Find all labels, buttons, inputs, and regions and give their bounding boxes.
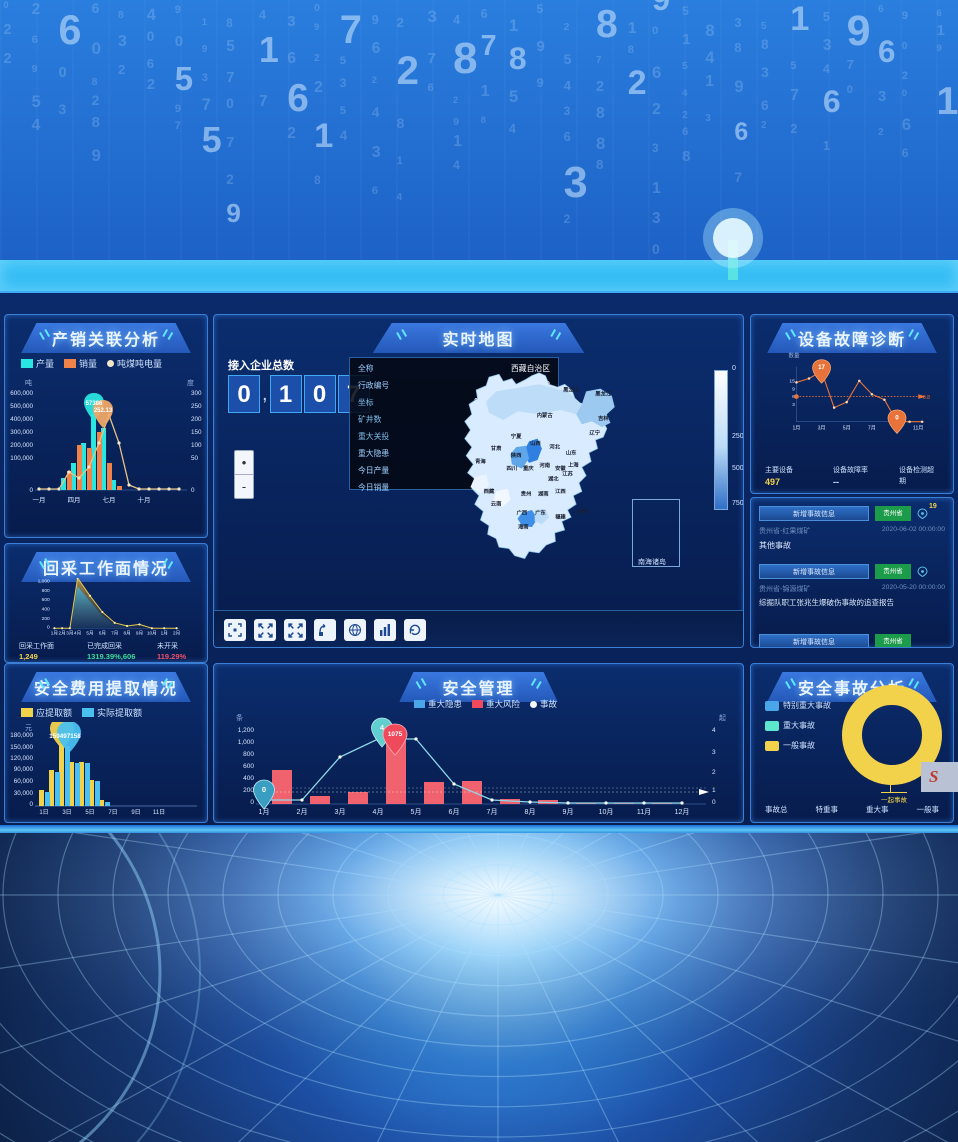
svg-text:十月: 十月 — [138, 495, 151, 504]
svg-text:0: 0 — [895, 414, 899, 421]
svg-text:一月: 一月 — [33, 496, 46, 504]
svg-text:2月: 2月 — [173, 630, 180, 636]
svg-text:4月: 4月 — [373, 808, 384, 816]
svg-text:90,000: 90,000 — [14, 766, 34, 773]
svg-text:3日: 3日 — [62, 809, 71, 816]
svg-text:度: 度 — [187, 378, 194, 387]
svg-text:11日: 11日 — [153, 809, 165, 816]
svg-text:9: 9 — [792, 386, 795, 392]
svg-text:60,000: 60,000 — [14, 778, 34, 785]
svg-text:0: 0 — [191, 487, 195, 494]
svg-text:起: 起 — [719, 714, 726, 722]
svg-text:3月: 3月 — [818, 426, 826, 432]
svg-text:30,000: 30,000 — [14, 790, 34, 797]
svg-text:1日: 1日 — [39, 809, 48, 816]
svg-text:1075: 1075 — [388, 731, 403, 738]
svg-text:1月: 1月 — [51, 630, 58, 636]
svg-text:0: 0 — [29, 801, 33, 808]
svg-text:1: 1 — [712, 787, 716, 794]
svg-text:0: 0 — [712, 799, 716, 806]
svg-text:7月: 7月 — [111, 630, 118, 636]
svg-text:100: 100 — [191, 442, 202, 449]
svg-text:12月: 12月 — [675, 808, 690, 816]
svg-text:1,200: 1,200 — [238, 727, 255, 734]
svg-text:7日: 7日 — [108, 809, 117, 816]
svg-text:3: 3 — [792, 402, 795, 408]
svg-text:300,000: 300,000 — [10, 429, 33, 436]
svg-text:120,000: 120,000 — [10, 755, 33, 762]
svg-text:159497158: 159497158 — [49, 733, 81, 740]
svg-text:七月: 七月 — [103, 495, 116, 504]
svg-text:300: 300 — [191, 390, 202, 397]
svg-text:11月: 11月 — [913, 426, 923, 432]
svg-text:1,000: 1,000 — [38, 579, 50, 585]
svg-text:1,000: 1,000 — [238, 739, 255, 746]
svg-text:3月: 3月 — [66, 630, 73, 636]
svg-text:2: 2 — [712, 769, 716, 776]
svg-text:7月: 7月 — [487, 808, 498, 816]
svg-text:800: 800 — [243, 751, 254, 758]
svg-text:250: 250 — [191, 403, 202, 410]
svg-text:200: 200 — [42, 616, 50, 622]
svg-text:6月: 6月 — [449, 808, 460, 816]
svg-text:50: 50 — [191, 455, 199, 462]
svg-text:3月: 3月 — [335, 808, 346, 816]
svg-text:2月: 2月 — [297, 808, 308, 816]
svg-text:800: 800 — [42, 588, 50, 594]
svg-text:吨: 吨 — [25, 378, 32, 387]
svg-text:四川: 四川 — [507, 465, 518, 472]
svg-text:400: 400 — [243, 775, 254, 782]
svg-text:200: 200 — [191, 416, 202, 423]
svg-text:6月: 6月 — [99, 630, 106, 636]
svg-text:600: 600 — [42, 597, 50, 603]
svg-text:四月: 四月 — [68, 496, 81, 504]
svg-text:5月: 5月 — [843, 426, 851, 432]
svg-text:400,000: 400,000 — [10, 416, 33, 423]
svg-text:0: 0 — [47, 624, 50, 630]
svg-text:57386: 57386 — [86, 401, 103, 407]
svg-text:数量: 数量 — [789, 351, 801, 359]
svg-text:4: 4 — [712, 727, 716, 734]
svg-text:2月: 2月 — [59, 630, 66, 636]
svg-text:252.13: 252.13 — [94, 408, 113, 414]
svg-text:7月: 7月 — [868, 426, 876, 432]
svg-text:0: 0 — [250, 799, 254, 806]
svg-text:0: 0 — [262, 785, 266, 794]
svg-text:台湾: 台湾 — [577, 507, 588, 515]
svg-text:1月: 1月 — [792, 426, 800, 432]
svg-text:200: 200 — [243, 787, 254, 794]
svg-text:600,000: 600,000 — [10, 390, 33, 397]
svg-text:180,000: 180,000 — [10, 732, 33, 739]
svg-text:5日: 5日 — [85, 809, 94, 816]
svg-text:条: 条 — [236, 713, 243, 722]
svg-text:4月: 4月 — [74, 630, 81, 636]
svg-text:元: 元 — [25, 724, 32, 732]
svg-text:8月: 8月 — [525, 808, 536, 816]
svg-text:17: 17 — [818, 364, 825, 371]
svg-text:3: 3 — [712, 749, 716, 756]
svg-text:100,000: 100,000 — [10, 455, 33, 462]
svg-text:200,000: 200,000 — [10, 442, 33, 449]
svg-text:150: 150 — [191, 429, 202, 436]
svg-text:9月: 9月 — [136, 630, 143, 636]
svg-text:8月: 8月 — [124, 630, 131, 636]
svg-text:1月: 1月 — [161, 630, 168, 636]
svg-text:0: 0 — [29, 487, 33, 494]
svg-text:10月: 10月 — [599, 808, 614, 816]
svg-text:150,000: 150,000 — [10, 744, 33, 751]
svg-text:11月: 11月 — [637, 808, 651, 816]
svg-text:600: 600 — [243, 763, 254, 770]
svg-text:15: 15 — [789, 378, 795, 384]
svg-text:5月: 5月 — [411, 808, 422, 816]
svg-text:500,000: 500,000 — [10, 403, 33, 410]
svg-text:6.8: 6.8 — [923, 395, 930, 401]
svg-text:9月: 9月 — [563, 808, 574, 816]
svg-text:10月: 10月 — [147, 630, 157, 636]
svg-text:400: 400 — [42, 606, 50, 612]
svg-text:9日: 9日 — [131, 809, 140, 816]
svg-text:5月: 5月 — [86, 630, 93, 636]
